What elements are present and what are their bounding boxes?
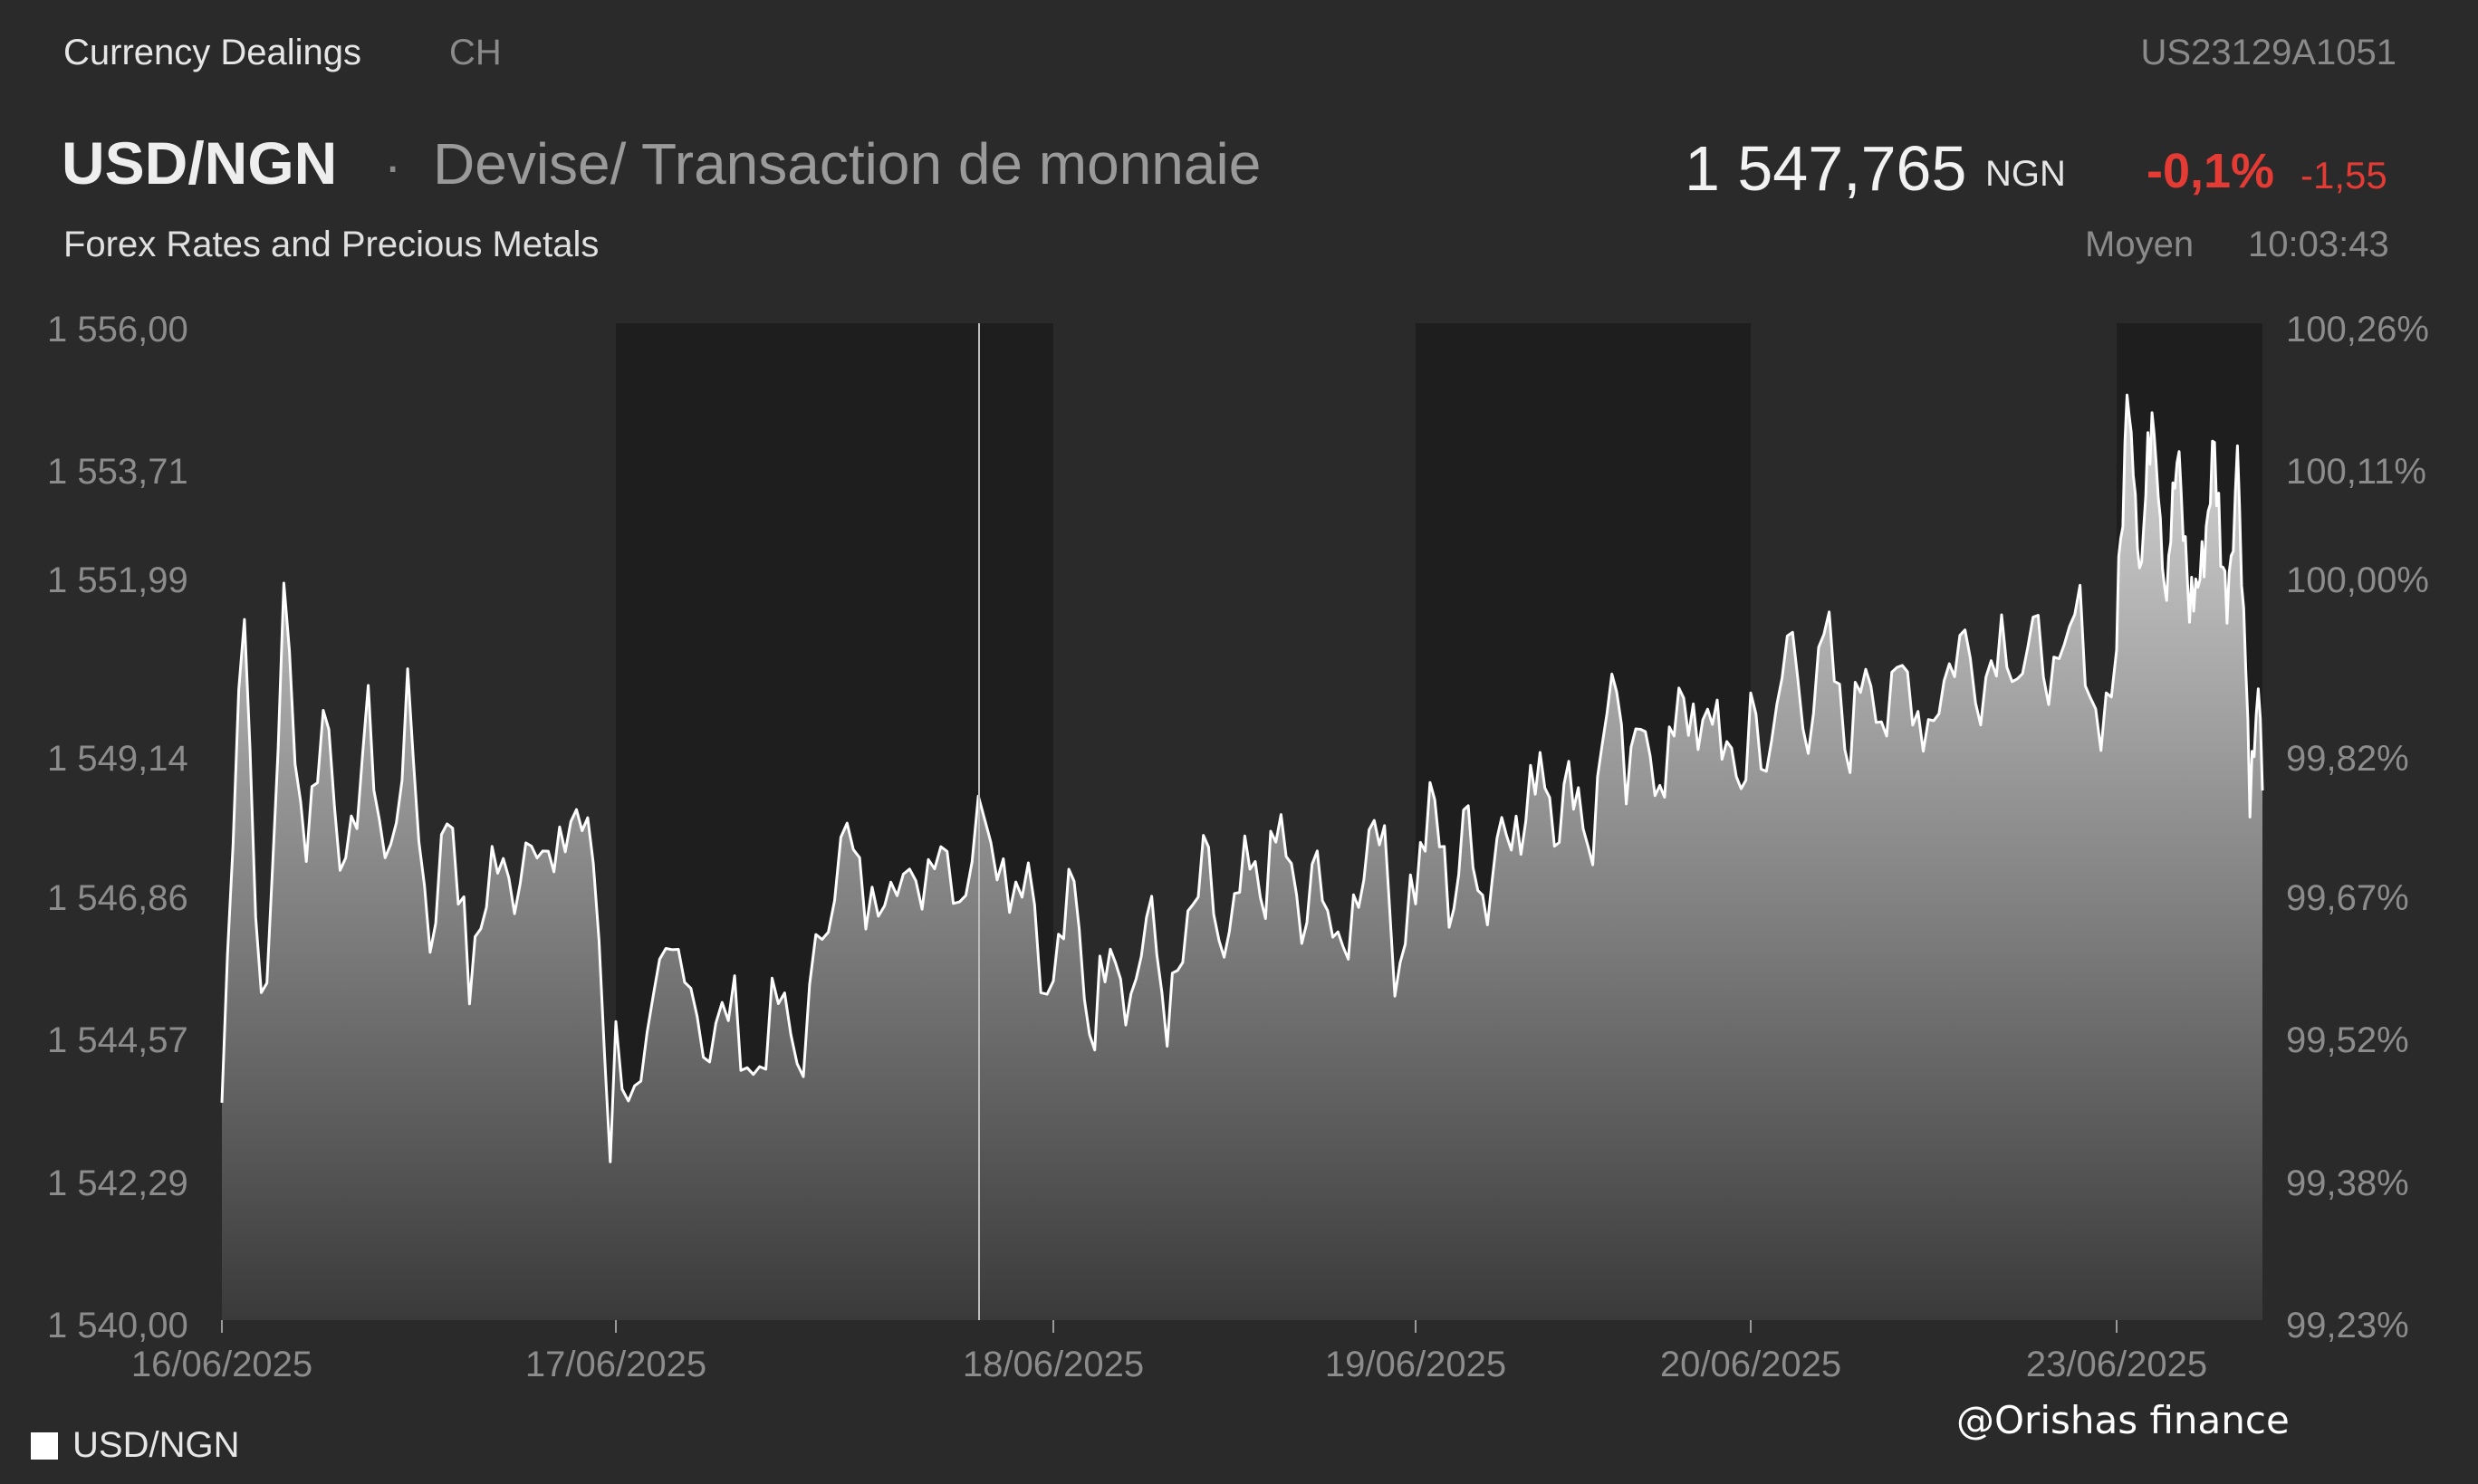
y-tick-left: 1 549,14 bbox=[47, 739, 188, 779]
y-tick-left: 1 556,00 bbox=[47, 310, 188, 349]
x-tick-label: 18/06/2025 bbox=[963, 1345, 1144, 1384]
y-axis-right: 100,26% 100,11% 100,00% 99,82% 99,67% 99,52% 9… bbox=[2286, 310, 2429, 1345]
y-axis-left: 1 556,00 1 553,71 1 551,99 1 549,14 1 546,86… bbox=[47, 310, 188, 1345]
market-subtitle: Forex Rates and Precious Metals bbox=[63, 225, 600, 264]
change-absolute: -1,55 bbox=[2300, 154, 2387, 196]
y-tick-left: 1 553,71 bbox=[47, 452, 188, 492]
price-currency: NGN bbox=[1985, 154, 2066, 194]
price-area bbox=[222, 395, 2262, 1320]
x-tick-label: 20/06/2025 bbox=[1660, 1345, 1841, 1384]
y-tick-left: 1 544,57 bbox=[47, 1020, 188, 1060]
y-tick-left: 1 542,29 bbox=[47, 1163, 188, 1203]
y-tick-right: 99,52% bbox=[2286, 1020, 2409, 1060]
pair-title: USD/NGN bbox=[62, 129, 338, 196]
quote-time: 10:03:43 bbox=[2248, 225, 2389, 264]
x-tick-label: 19/06/2025 bbox=[1325, 1345, 1506, 1384]
pair-description: Devise/ Transaction de monnaie bbox=[433, 131, 1262, 196]
legend-swatch[interactable] bbox=[31, 1432, 58, 1460]
watermark: @Orishas finance bbox=[1956, 1398, 2290, 1442]
x-axis: 16/06/2025 17/06/2025 18/06/2025 19/06/2025… bbox=[131, 1320, 2207, 1384]
header-exchange: CH bbox=[449, 33, 502, 72]
y-tick-left: 1 551,99 bbox=[47, 560, 188, 600]
y-tick-left: 1 540,00 bbox=[47, 1306, 188, 1345]
y-tick-right: 99,38% bbox=[2286, 1163, 2409, 1203]
header-category: Currency Dealings bbox=[63, 33, 362, 72]
y-tick-left: 1 546,86 bbox=[47, 878, 188, 918]
y-tick-right: 99,67% bbox=[2286, 878, 2409, 918]
x-tick-label: 23/06/2025 bbox=[2026, 1345, 2207, 1384]
price-type: Moyen bbox=[2085, 225, 2195, 264]
change-percent: -0,1% bbox=[2147, 144, 2275, 198]
y-tick-right: 99,23% bbox=[2286, 1306, 2409, 1345]
header-isin: US23129A1051 bbox=[2140, 33, 2396, 72]
y-tick-right: 100,00% bbox=[2286, 560, 2429, 600]
price-line bbox=[220, 393, 2264, 1163]
title-separator: · bbox=[384, 137, 402, 196]
y-tick-right: 100,26% bbox=[2286, 310, 2429, 349]
x-tick-label: 16/06/2025 bbox=[131, 1345, 312, 1384]
x-tick-label: 17/06/2025 bbox=[525, 1345, 706, 1384]
legend-label[interactable]: USD/NGN bbox=[72, 1425, 240, 1465]
y-tick-right: 100,11% bbox=[2286, 452, 2426, 492]
last-price: 1 547,765 bbox=[1685, 133, 1967, 204]
y-tick-right: 99,82% bbox=[2286, 739, 2409, 779]
